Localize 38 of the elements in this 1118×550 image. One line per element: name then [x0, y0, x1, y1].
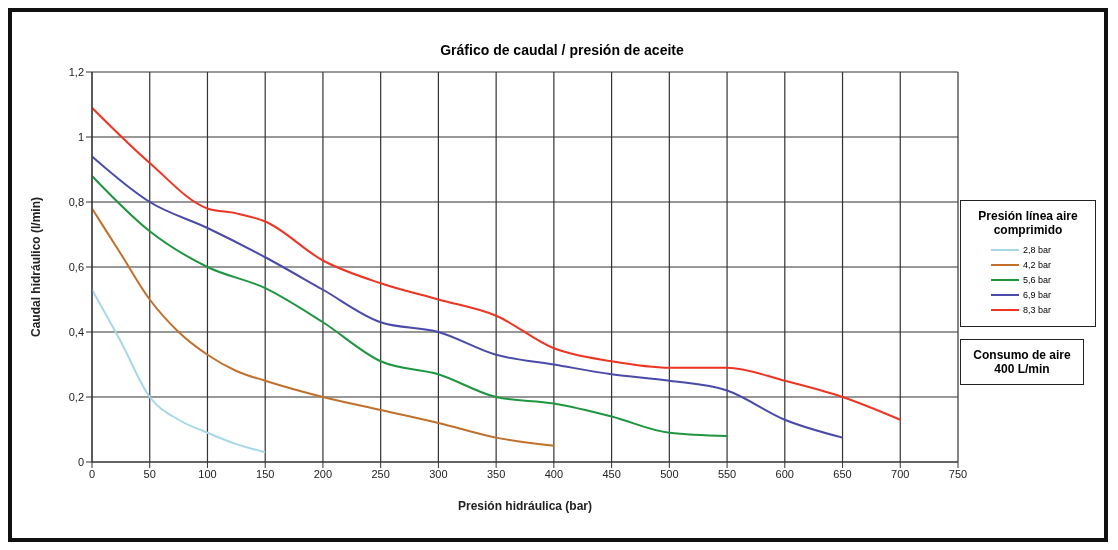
y-tick-label: 0,2 — [68, 390, 84, 403]
y-tick-label: 1,2 — [68, 65, 84, 78]
x-tick-label: 700 — [891, 467, 910, 480]
line-series — [92, 155, 844, 439]
x-tick-label: 50 — [143, 467, 156, 480]
x-tick-label: 550 — [717, 467, 737, 480]
y-axis-title: Caudal hidráulico (l/min) — [29, 196, 44, 338]
legend-label: 5,6 bar — [1023, 275, 1052, 285]
y-tick-label: 0,8 — [68, 195, 84, 208]
y-tick-label: 0,4 — [68, 325, 84, 338]
x-tick-label: 150 — [256, 467, 275, 480]
x-tick-label: 600 — [775, 467, 794, 480]
x-tick-label: 0 — [88, 467, 96, 480]
x-tick-label: 300 — [429, 467, 448, 480]
y-tick-label: 1 — [77, 130, 84, 143]
line-series — [92, 175, 729, 437]
line-series — [92, 207, 555, 447]
legend-label: 4,2 bar — [1023, 260, 1052, 270]
text: Consumo de aire 400 L/min — [960, 338, 1084, 385]
legend-title: Presión línea aire comprimido — [977, 208, 1079, 237]
x-tick-label: 100 — [198, 467, 217, 480]
x-tick-label: 250 — [371, 467, 390, 480]
x-tick-label: 500 — [660, 467, 679, 480]
y-tick-label: 0,6 — [68, 260, 84, 273]
legend-label: 2,8 bar — [1023, 245, 1052, 255]
line-series — [92, 288, 267, 454]
legend-label: 6,9 bar — [1023, 290, 1052, 300]
x-tick-label: 750 — [948, 467, 968, 480]
x-tick-label: 350 — [486, 467, 506, 480]
x-tick-label: 400 — [544, 467, 564, 480]
x-tick-label: 650 — [833, 467, 852, 480]
x-tick-label: 200 — [313, 467, 333, 480]
x-tick-label: 450 — [602, 467, 621, 480]
line-series — [92, 106, 902, 421]
y-tick-label: 0 — [77, 455, 84, 468]
legend-label: 8,3 bar — [1023, 305, 1052, 315]
x-axis-title: Presión hidráulica (bar) — [457, 499, 593, 513]
chart-title: Gráfico de caudal / presión de aceite — [439, 42, 685, 58]
